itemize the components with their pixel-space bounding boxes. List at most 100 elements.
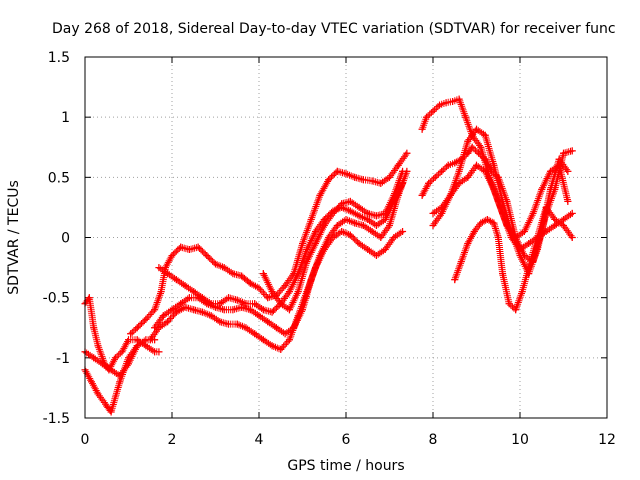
data-point [159,312,167,320]
data-point [181,282,189,290]
data-point [125,336,132,344]
data-point [255,312,263,320]
data-point [564,167,572,175]
data-point [490,219,498,227]
data-point [268,342,276,350]
data-point [359,221,367,229]
data-point [568,147,576,155]
data-point [464,240,472,248]
data-point [372,252,380,260]
data-point [190,306,198,314]
data-point [225,294,233,302]
data-point [268,308,276,316]
data-point [446,191,454,199]
data-point [164,270,172,278]
data-point [386,173,393,181]
data-point [464,137,472,145]
data-point [294,288,302,296]
data-point [220,264,228,272]
data-point [364,246,372,254]
series-track-13 [451,203,576,314]
x-tick-label: 10 [511,432,529,448]
data-point [364,215,372,223]
x-axis-label: GPS time / hours [287,458,404,474]
data-point [429,107,437,115]
data-point [346,197,354,205]
data-point [155,264,163,272]
data-point [462,113,470,121]
data-point [372,221,380,229]
data-point [333,221,341,229]
x-tick-label: 6 [342,432,351,448]
data-point [242,324,250,332]
data-point [172,276,180,284]
data-point [560,149,567,157]
data-point [444,161,452,169]
data-point [312,264,320,272]
data-point [560,215,567,223]
data-point [470,227,478,235]
data-point [390,191,398,199]
data-point [303,288,311,296]
data-point [520,227,528,235]
data-point [98,360,106,368]
data-point [481,131,489,139]
data-point [294,270,302,278]
data-point [303,246,311,254]
data-point [181,303,189,311]
data-point [320,221,328,229]
data-point [377,234,385,241]
data-point [481,167,489,175]
data-point [451,276,459,284]
data-point [133,342,141,350]
series-track-8 [259,167,407,314]
data-point [455,95,463,103]
data-point [233,320,241,328]
data-point [490,161,498,169]
data-point [307,215,315,223]
y-tick-label: 1 [61,110,70,126]
data-point [355,203,363,211]
data-point [483,215,491,223]
data-point [477,143,485,151]
data-point [177,243,185,251]
data-point [125,360,132,368]
data-point [216,318,224,326]
data-point [568,234,576,241]
data-point [355,212,363,220]
data-point [272,324,280,332]
data-point [320,246,328,254]
data-point [264,294,272,302]
data-point [157,288,165,296]
data-point [281,282,289,290]
data-point [525,264,533,272]
data-point [168,252,176,260]
data-point [94,342,102,350]
data-point [505,300,513,308]
data-point [568,209,576,217]
data-point [490,185,498,193]
data-point [351,173,359,181]
series-markers [81,294,163,374]
data-point [246,279,254,287]
x-tick-label: 0 [81,432,90,448]
data-point [551,221,559,229]
data-point [477,219,485,227]
data-point [151,306,159,314]
data-point [229,306,237,314]
data-point [251,300,259,308]
series-track-1 [81,294,163,374]
data-point [351,219,359,227]
data-point [88,378,96,386]
data-point [342,170,350,178]
data-point [238,272,246,280]
data-point [329,209,337,217]
data-point [118,348,126,356]
plot-frame [84,56,608,419]
data-point [90,354,98,362]
data-point [468,143,476,151]
y-tick-label: 0 [61,231,70,247]
data-point [372,212,380,220]
data-point [457,258,465,266]
series-track-7 [155,179,407,316]
